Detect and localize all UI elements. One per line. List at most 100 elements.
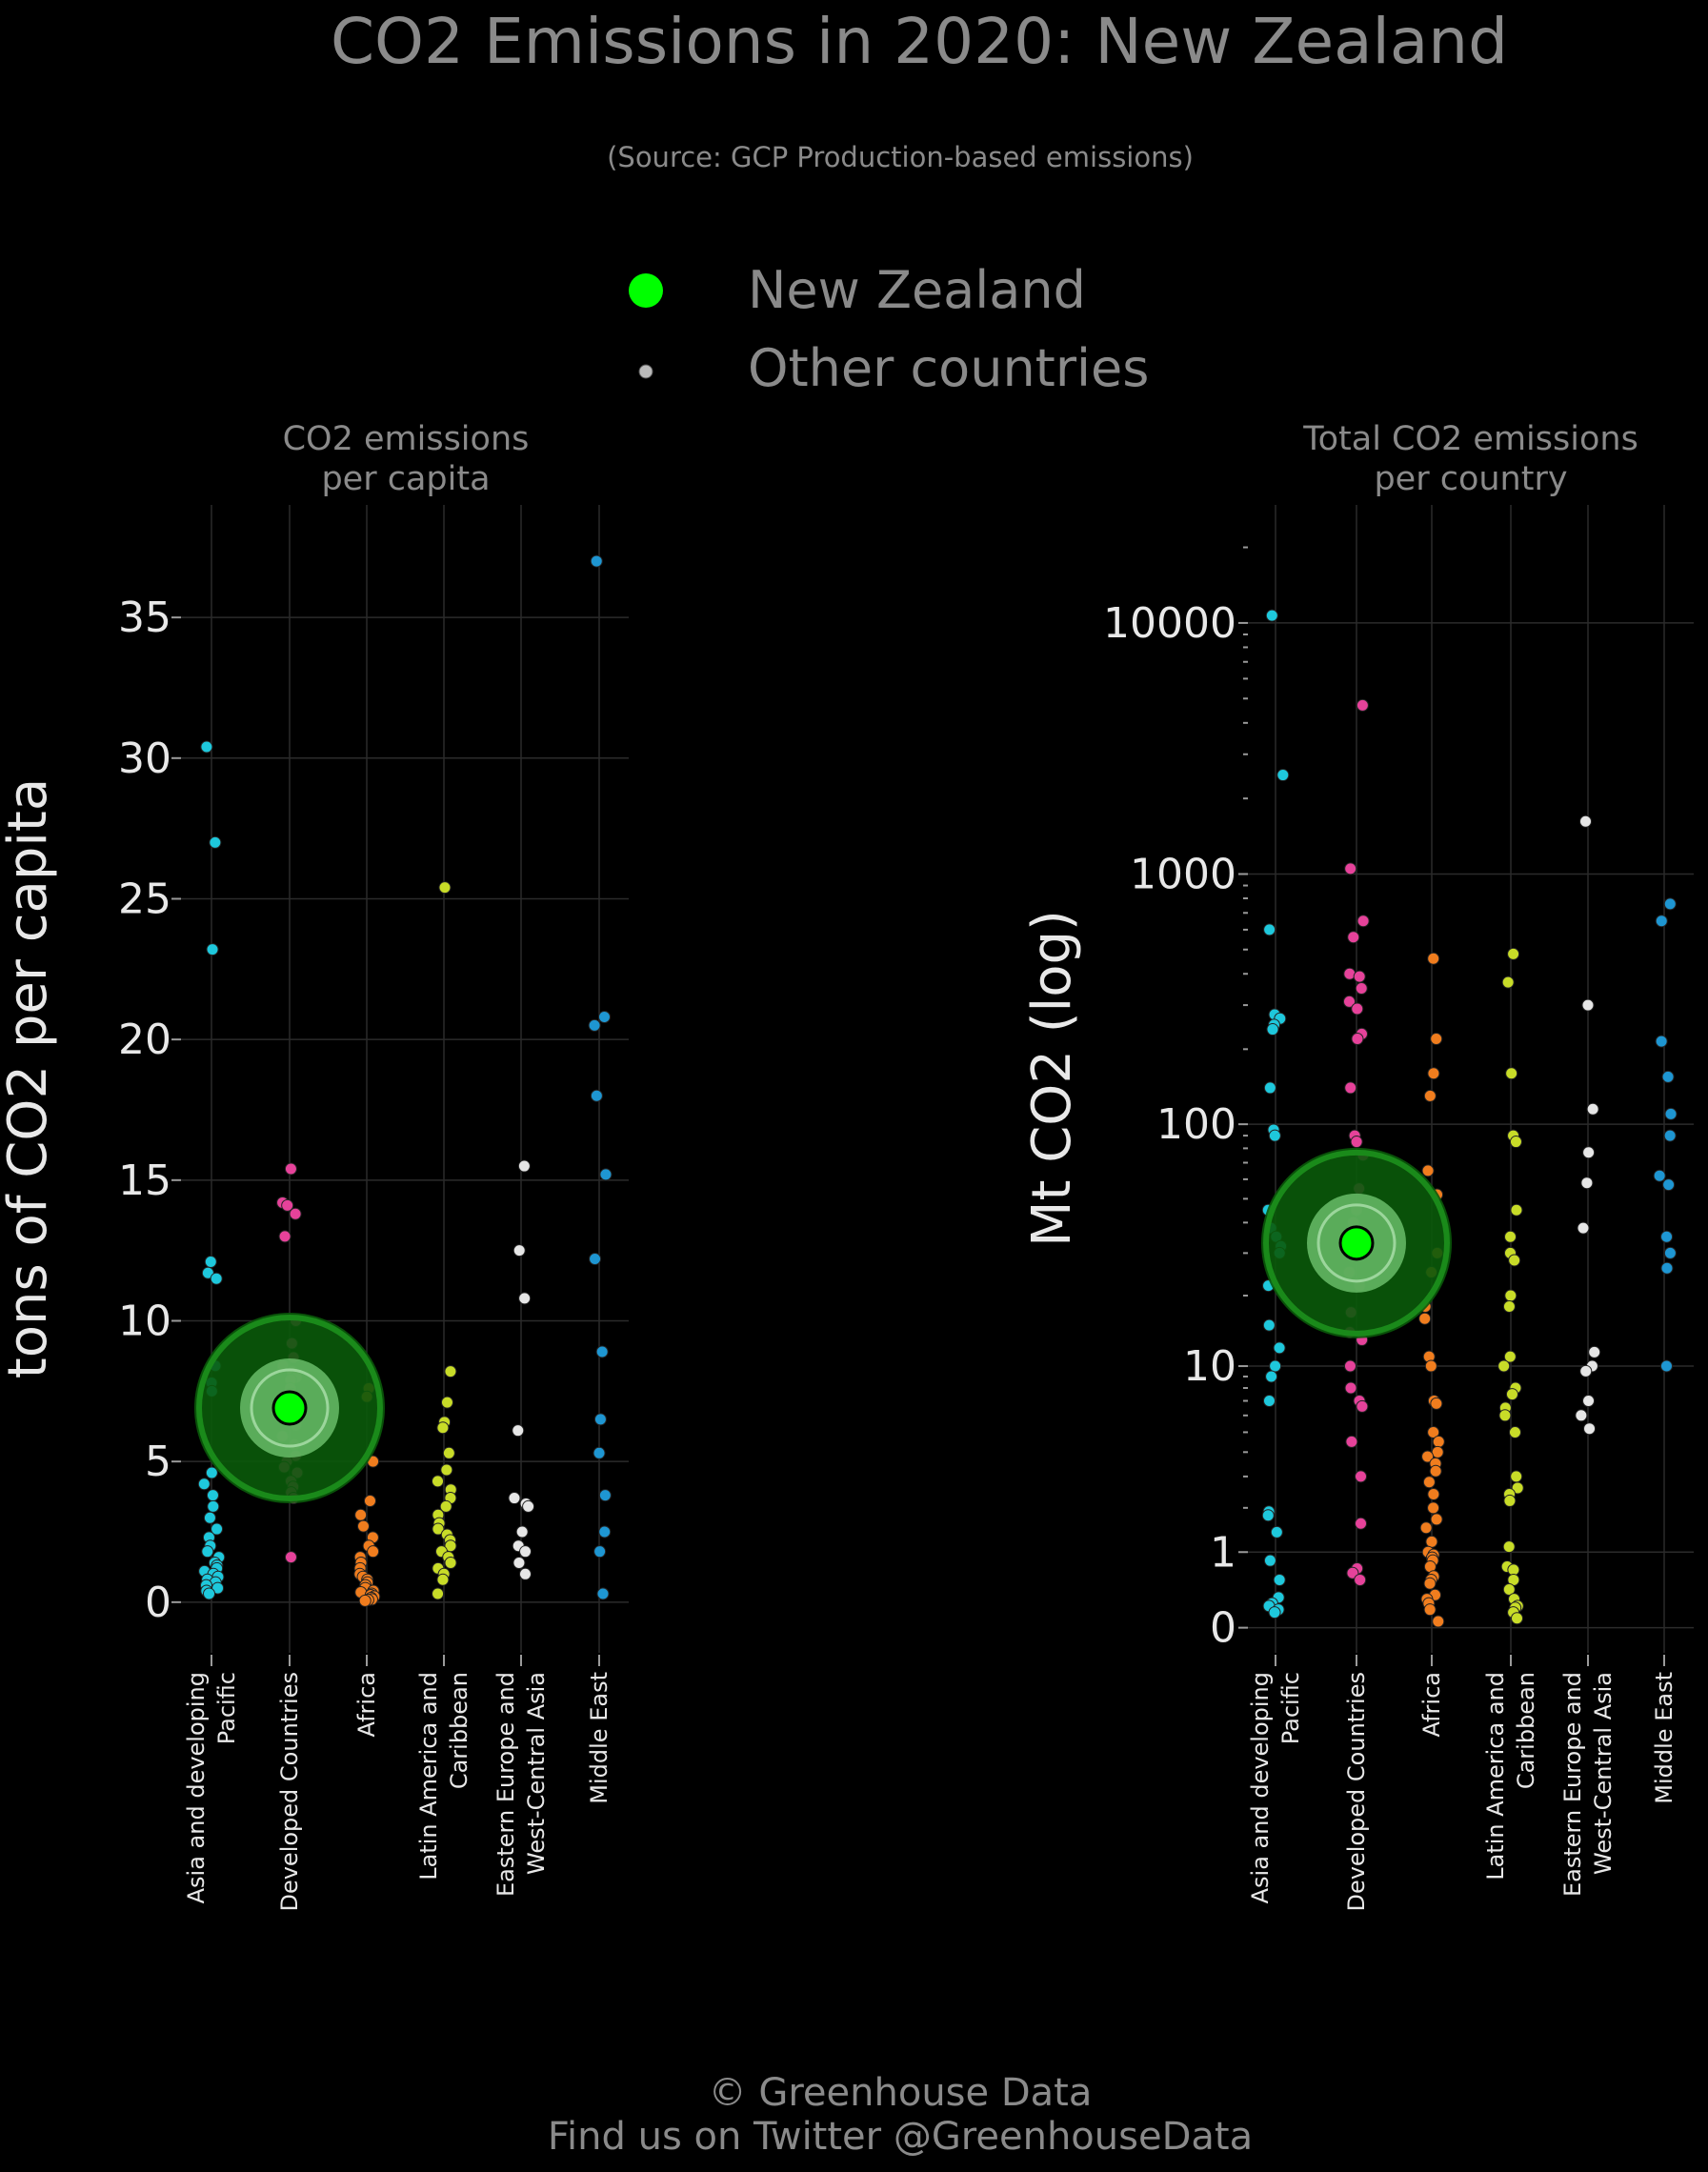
point-developed-countries [1351,1002,1364,1016]
point-africa [1427,1487,1440,1500]
point-africa [1427,1501,1440,1515]
point-latin-america-and-caribbean [444,1556,457,1569]
point-asia-and-developing-pacific [197,1478,211,1491]
point-africa [1422,1476,1436,1489]
x-tick-label: Developed Countries [1343,1672,1370,1912]
point-asia-and-developing-pacific [203,1511,216,1524]
point-africa [1427,1067,1440,1080]
point-latin-america-and-caribbean [1510,1203,1523,1217]
point-africa [1423,1603,1437,1617]
y-tick-label: 35 [118,593,171,642]
point-developed-countries [1355,981,1368,995]
point-developed-countries [1347,931,1360,944]
point-asia-and-developing-pacific [211,1522,224,1536]
point-developed-countries [289,1207,302,1220]
x-tick-label: Middle East [586,1672,613,1804]
point-middle-east [598,1489,612,1502]
point-latin-america-and-caribbean [1503,1350,1517,1363]
point-developed-countries [1355,1470,1368,1483]
point-latin-america-and-caribbean [1502,1540,1516,1554]
point-middle-east [595,1345,609,1358]
x-tick-label: Middle East [1651,1672,1678,1804]
panel-title-line: per country [1374,460,1567,498]
panel-title-line: per capita [321,460,490,498]
point-middle-east [590,1089,603,1102]
point-latin-america-and-caribbean [1510,1470,1523,1483]
point-developed-countries [1354,1573,1367,1586]
point-developed-countries [281,1198,294,1212]
point-latin-america-and-caribbean [1505,1388,1518,1401]
point-middle-east [1660,1230,1674,1243]
footer-twitter: Find us on Twitter @GreenhouseData [548,2115,1253,2159]
point-middle-east [593,1446,606,1459]
point-latin-america-and-caribbean [432,1522,445,1536]
point-africa [1423,1089,1437,1102]
point-eastern-europe-and-west-central-asia [508,1492,521,1505]
point-middle-east [599,1168,613,1181]
y-tick-label: 100 [1156,1100,1236,1149]
point-middle-east [1663,897,1677,911]
point-africa [1421,1164,1435,1177]
point-africa [363,1495,376,1508]
point-latin-america-and-caribbean [1508,1254,1521,1267]
point-latin-america-and-caribbean [432,1475,445,1488]
y-tick-label: 5 [145,1438,171,1486]
chart-title: CO2 Emissions in 2020: New Zealand [331,5,1508,78]
point-developed-countries [1344,1081,1357,1095]
point-latin-america-and-caribbean [1501,975,1515,989]
x-tick-label: Asia and developing [183,1672,210,1903]
point-developed-countries [1353,970,1366,983]
point-eastern-europe-and-west-central-asia [518,1292,532,1305]
point-asia-and-developing-pacific [1273,1573,1286,1586]
point-latin-america-and-caribbean [1505,1067,1518,1080]
panel-title-line: Total CO2 emissions [1302,420,1638,458]
point-latin-america-and-caribbean [1498,1409,1512,1422]
chart-subtitle: (Source: GCP Production-based emissions) [607,141,1194,173]
point-asia-and-developing-pacific [201,1266,214,1279]
x-tick-label: Latin America and [1482,1672,1509,1880]
point-asia-and-developing-pacific [1268,1606,1281,1619]
point-asia-and-developing-pacific [206,1489,219,1502]
point-africa [1419,1521,1433,1535]
point-latin-america-and-caribbean [1503,1230,1517,1243]
point-middle-east [1655,1035,1668,1048]
y-tick-label: 15 [118,1156,171,1205]
point-middle-east [596,1587,610,1600]
y-tick-label: 10 [1183,1342,1236,1391]
highlight-glow-inner-ring [1316,1203,1397,1283]
point-africa [1425,1535,1438,1548]
point-middle-east [1663,1129,1677,1142]
legend: New Zealand Other countries [629,260,1149,398]
point-asia-and-developing-pacific [1268,1129,1281,1142]
point-latin-america-and-caribbean [1508,1425,1521,1438]
x-tick-label: Caribbean [1513,1672,1539,1789]
point-developed-countries [1342,995,1356,1008]
point-eastern-europe-and-west-central-asia [512,1244,526,1257]
point-developed-countries [1343,1359,1356,1373]
y-tick-label: 20 [118,1016,171,1064]
y-tick-label: 0 [145,1579,171,1627]
point-eastern-europe-and-west-central-asia [518,1567,532,1580]
point-developed-countries [278,1230,291,1243]
point-asia-and-developing-pacific [1261,1509,1275,1522]
point-africa [1418,1312,1432,1325]
point-latin-america-and-caribbean [1497,1359,1511,1373]
point-latin-america-and-caribbean [442,1446,455,1459]
point-eastern-europe-and-west-central-asia [1581,998,1595,1012]
point-asia-and-developing-pacific [202,1587,215,1600]
point-africa [357,1519,371,1533]
point-africa [1427,952,1440,965]
point-africa [1423,1577,1437,1590]
point-eastern-europe-and-west-central-asia [1582,1395,1596,1408]
point-asia-and-developing-pacific [1270,1525,1283,1538]
point-eastern-europe-and-west-central-asia [1586,1102,1599,1116]
highlight-glow-ring [196,1315,383,1502]
point-asia-and-developing-pacific [205,1466,218,1479]
legend-other-label: Other countries [748,338,1149,398]
legend-highlight-marker [629,273,663,308]
x-tick-label: Pacific [1277,1672,1304,1744]
x-tick-label: West-Central Asia [523,1672,550,1875]
point-eastern-europe-and-west-central-asia [515,1525,529,1538]
point-africa [1424,1359,1437,1373]
